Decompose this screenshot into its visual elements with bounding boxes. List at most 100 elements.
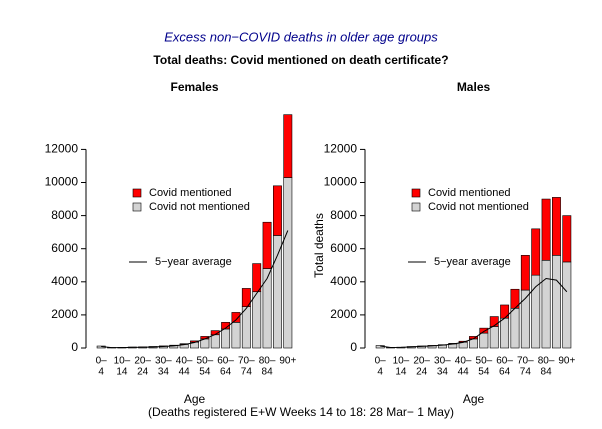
bar-segment: [241, 288, 251, 307]
y-tick-label: 12000: [45, 142, 79, 156]
x-tick-label: 50–: [197, 356, 214, 367]
bar-segment: [210, 334, 220, 349]
x-tick-label: 0–: [96, 356, 108, 367]
x-tick-label: 54: [478, 367, 490, 378]
bar-segment: [252, 291, 262, 349]
x-tick-label: 20–: [413, 356, 430, 367]
x-tick-label: 84: [262, 367, 274, 378]
legend-swatch: [132, 202, 142, 212]
y-tick-label: 12000: [324, 142, 358, 156]
bar-segment: [283, 177, 293, 349]
bar-segment: [479, 332, 489, 349]
bar-segment: [510, 307, 520, 349]
x-tick-label: 30–: [155, 356, 172, 367]
bar-segment: [489, 316, 499, 327]
x-tick-label: 84: [541, 367, 553, 378]
legend-swatch: [132, 188, 142, 198]
page-title: Excess non−COVID deaths in older age gro…: [164, 29, 438, 44]
average-line: [101, 230, 289, 349]
bar-segment: [241, 306, 251, 349]
x-tick-label: 20–: [134, 356, 151, 367]
page-subtitle: Total deaths: Covid mentioned on death c…: [153, 53, 448, 67]
x-tick-label: 70–: [238, 356, 255, 367]
y-axis-label: Total deaths: [312, 213, 326, 278]
bar-segment: [262, 221, 272, 269]
x-tick-label: 10–: [393, 356, 410, 367]
y-tick-label: 2000: [330, 307, 357, 321]
bar-segment: [221, 328, 231, 349]
legend-label: 5−year average: [434, 256, 511, 268]
bar-segment: [221, 322, 231, 330]
x-tick-label: 64: [499, 367, 511, 378]
x-axis-label: Age: [184, 392, 206, 406]
bar-segment: [531, 274, 541, 349]
x-tick-label: 74: [241, 367, 253, 378]
x-tick-label: 0–: [375, 356, 387, 367]
page-note: (Deaths registered E+W Weeks 14 to 18: 2…: [148, 405, 454, 419]
y-tick-label: 8000: [51, 208, 78, 222]
x-tick-label: 60–: [217, 356, 234, 367]
x-tick-label: 54: [199, 367, 211, 378]
bar-segment: [231, 322, 241, 349]
x-tick-label: 60–: [496, 356, 513, 367]
x-tick-label: 50–: [476, 356, 493, 367]
y-tick-label: 8000: [330, 208, 357, 222]
panel-title: Males: [457, 80, 491, 94]
bar-segment: [500, 317, 510, 349]
x-tick-label: 90+: [279, 356, 296, 367]
bar-segment: [272, 235, 282, 349]
x-tick-label: 14: [116, 367, 128, 378]
x-tick-label: 30–: [434, 356, 451, 367]
x-tick-label: 44: [458, 367, 470, 378]
x-tick-label: 10–: [114, 356, 131, 367]
legend-label: Covid not mentioned: [149, 201, 250, 213]
bar-segment: [231, 312, 241, 323]
x-tick-label: 80–: [259, 356, 276, 367]
bar-segment: [283, 114, 293, 178]
legend-swatch: [411, 188, 421, 198]
y-tick-label: 4000: [51, 274, 78, 288]
x-tick-label: 90+: [558, 356, 575, 367]
y-tick-label: 0: [71, 340, 78, 354]
legend-swatch: [411, 202, 421, 212]
x-tick-label: 34: [158, 367, 170, 378]
x-tick-label: 40–: [455, 356, 472, 367]
x-tick-label: 4: [377, 367, 383, 378]
legend-label: Covid mentioned: [428, 187, 511, 199]
y-tick-label: 2000: [51, 307, 78, 321]
bar-segment: [252, 263, 262, 293]
x-tick-label: 14: [395, 367, 407, 378]
average-line: [380, 277, 568, 349]
x-tick-label: 44: [179, 367, 191, 378]
y-tick-label: 10000: [324, 175, 358, 189]
bar-segment: [520, 255, 530, 291]
legend-label: Covid mentioned: [149, 187, 232, 199]
y-tick-label: 6000: [51, 241, 78, 255]
bar-segment: [489, 326, 499, 349]
bar-segment: [551, 255, 561, 349]
bar-segment: [479, 327, 489, 334]
x-tick-label: 64: [220, 367, 232, 378]
x-tick-label: 74: [520, 367, 532, 378]
legend-label: 5−year average: [155, 256, 232, 268]
x-tick-label: 34: [437, 367, 449, 378]
x-tick-label: 80–: [538, 356, 555, 367]
y-tick-label: 10000: [45, 175, 79, 189]
bar-segment: [562, 261, 572, 349]
bar-segment: [272, 185, 282, 236]
y-tick-label: 0: [350, 340, 357, 354]
x-tick-label: 70–: [517, 356, 534, 367]
bar-segment: [551, 197, 561, 256]
bar-segment: [531, 228, 541, 276]
bar-segment: [562, 215, 572, 263]
x-tick-label: 40–: [176, 356, 193, 367]
y-tick-label: 6000: [330, 241, 357, 255]
x-axis-label: Age: [463, 392, 485, 406]
x-tick-label: 4: [98, 367, 104, 378]
y-tick-label: 4000: [330, 274, 357, 288]
bar-segment: [262, 268, 272, 349]
bar-segment: [500, 304, 510, 319]
bar-segment: [541, 259, 551, 349]
panel-title: Females: [170, 80, 218, 94]
